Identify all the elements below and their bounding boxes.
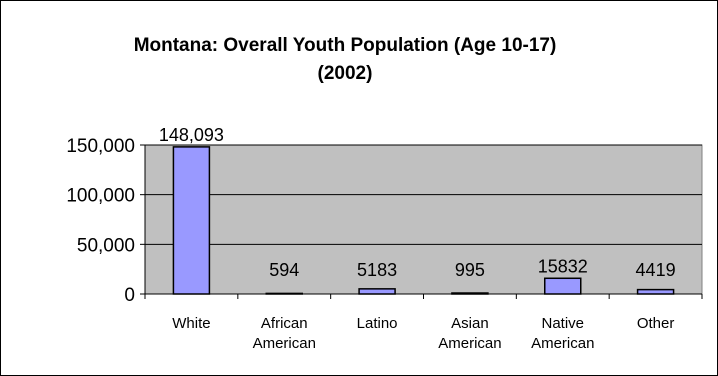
chart-title-line-1: Montana: Overall Youth Population (Age 1… <box>133 35 557 56</box>
x-tick-label: African <box>261 315 308 332</box>
bar <box>544 277 582 295</box>
bar <box>265 292 303 295</box>
data-label: 594 <box>269 260 299 280</box>
data-label: 15832 <box>538 256 588 276</box>
bar <box>636 288 675 295</box>
x-tick-label: Other <box>637 315 675 332</box>
chart-title: Montana: Overall Youth Population (Age 1… <box>60 32 630 88</box>
y-tick-label: 150,000 <box>66 136 135 157</box>
chart-title-line-2: (2002) <box>317 63 373 84</box>
x-tick-label: Asian <box>451 315 489 332</box>
y-tick-label: 100,000 <box>66 186 135 207</box>
bar <box>451 292 489 295</box>
y-tick-label: 0 <box>124 285 135 306</box>
bar <box>172 146 211 295</box>
x-tick-label: American <box>253 335 316 352</box>
y-tick-label: 50,000 <box>77 235 135 256</box>
data-label: 148,093 <box>159 125 224 145</box>
plot-area <box>144 144 703 295</box>
data-label: 4419 <box>636 260 676 280</box>
data-label: 5183 <box>357 260 397 280</box>
x-tick-label: American <box>531 335 594 352</box>
bar <box>358 288 396 295</box>
x-tick-label: American <box>438 335 501 352</box>
x-tick-label: White <box>172 315 210 332</box>
data-label: 995 <box>455 260 485 280</box>
x-tick-label: Latino <box>357 315 398 332</box>
x-tick-label: Native <box>541 315 584 332</box>
